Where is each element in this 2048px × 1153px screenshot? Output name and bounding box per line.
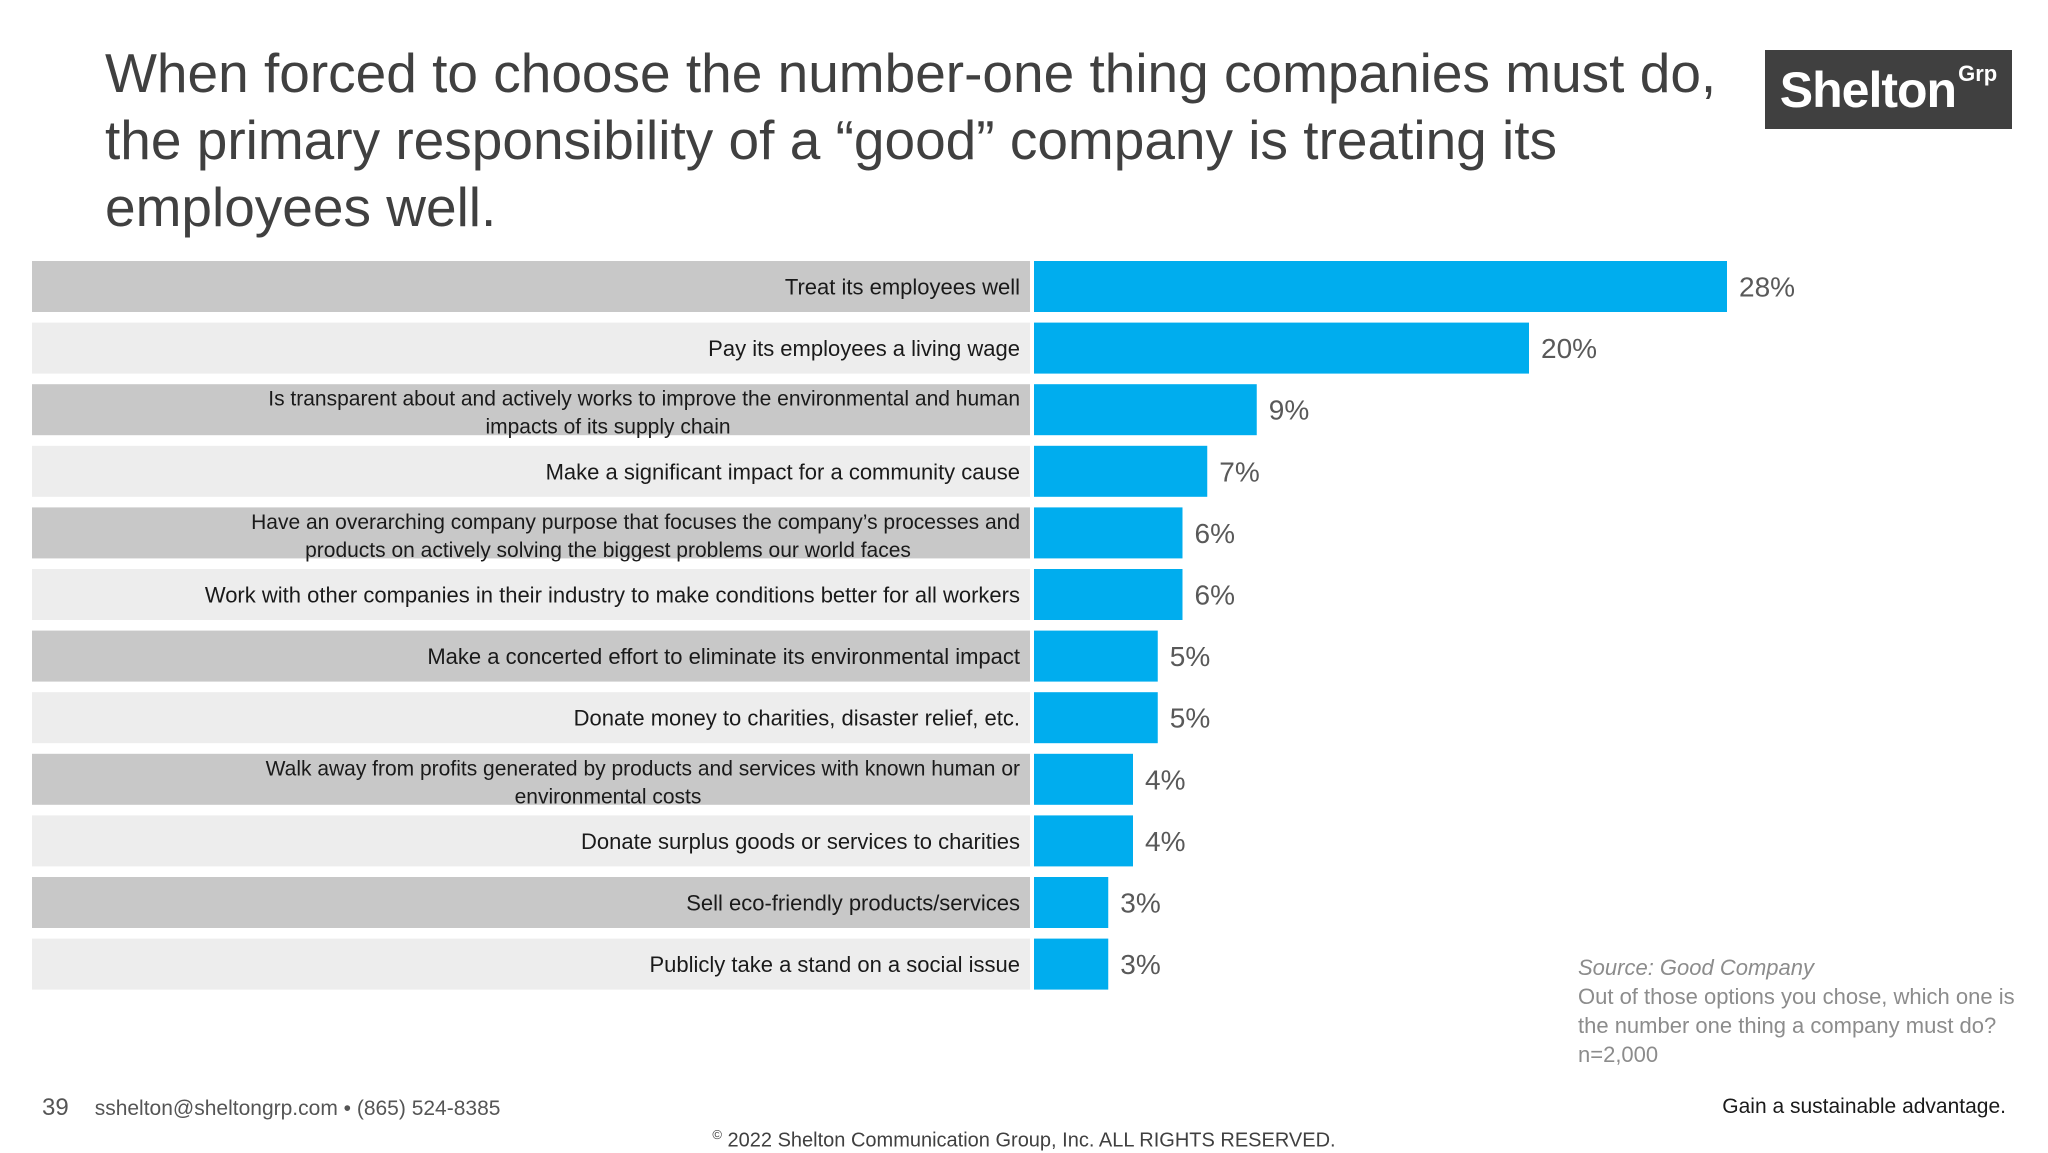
value-label: 4% [1145, 764, 1185, 795]
row-background [32, 692, 1030, 744]
bar [1034, 692, 1158, 744]
row-background [32, 322, 1030, 374]
footer-contact: 39 sshelton@sheltongrp.com • (865) 524-83… [42, 1094, 500, 1122]
category-label: Donate money to charities, disaster reli… [574, 706, 1020, 731]
bar [1034, 322, 1529, 374]
logo-superscript: Grp [1958, 60, 1998, 86]
bar [1034, 569, 1183, 620]
category-label: Pay its employees a living wage [708, 336, 1020, 361]
row-background [32, 938, 1030, 990]
value-label: 4% [1145, 826, 1185, 857]
bar [1034, 384, 1257, 436]
source-note: Source: Good Company Out of those option… [1578, 953, 2018, 1069]
copyright-text: 2022 Shelton Communication Group, Inc. A… [727, 1129, 1336, 1152]
row-background [32, 384, 1030, 436]
row-background [32, 753, 1030, 805]
row-background [32, 877, 1030, 928]
row-background [32, 507, 1030, 559]
category-label: Work with other companies in their indus… [205, 583, 1020, 608]
category-label: Is transparent about and actively works … [268, 388, 1020, 411]
category-label: Donate surplus goods or services to char… [581, 829, 1020, 854]
category-label-line-2: products on actively solving the biggest… [305, 539, 911, 562]
category-label-line-2: environmental costs [515, 785, 702, 808]
value-label: 6% [1195, 580, 1235, 611]
value-label: 6% [1195, 518, 1235, 549]
value-label: 5% [1170, 641, 1210, 672]
bar [1034, 507, 1183, 559]
logo-name: Shelton [1779, 61, 1957, 118]
category-label: Walk away from profits generated by prod… [266, 757, 1020, 780]
value-label: 3% [1120, 949, 1160, 980]
category-label: Treat its employees well [785, 275, 1020, 300]
row-background [32, 569, 1030, 620]
category-label-line-2: impacts of its supply chain [485, 416, 730, 439]
question-note: Out of those options you chose, which on… [1578, 984, 2015, 1067]
bar [1034, 815, 1133, 867]
shelton-grp-logo: Shelton Grp [1765, 50, 2012, 129]
footer-tagline: Gain a sustainable advantage. [1722, 1095, 2006, 1118]
source-label: Source: Good Company [1578, 955, 1815, 980]
page-number: 39 [42, 1094, 69, 1121]
category-label: Make a concerted effort to eliminate its… [427, 644, 1020, 669]
value-label: 20% [1541, 333, 1597, 364]
category-label: Publicly take a stand on a social issue [649, 952, 1020, 977]
bar [1034, 630, 1158, 682]
row-background [32, 445, 1030, 497]
bar [1034, 445, 1208, 497]
category-label: Make a significant impact for a communit… [546, 459, 1020, 484]
value-label: 9% [1269, 395, 1309, 426]
bar [1034, 261, 1727, 312]
copyright: © 2022 Shelton Communication Group, Inc.… [0, 1127, 2048, 1153]
category-label: Have an overarching company purpose that… [251, 511, 1020, 534]
row-background [32, 815, 1030, 867]
value-label: 7% [1219, 456, 1259, 487]
value-label: 5% [1170, 703, 1210, 734]
page-title: When forced to choose the number-one thi… [105, 42, 1717, 238]
copyright-symbol: © [712, 1127, 722, 1142]
row-background [32, 630, 1030, 682]
bar [1034, 753, 1133, 805]
category-label: Sell eco-friendly products/services [686, 891, 1020, 916]
row-background [32, 261, 1030, 312]
bar [1034, 877, 1109, 928]
value-label: 3% [1120, 888, 1160, 919]
value-label: 28% [1739, 272, 1795, 303]
bar [1034, 938, 1109, 990]
contact-info: sshelton@sheltongrp.com • (865) 524-8385 [94, 1097, 501, 1120]
